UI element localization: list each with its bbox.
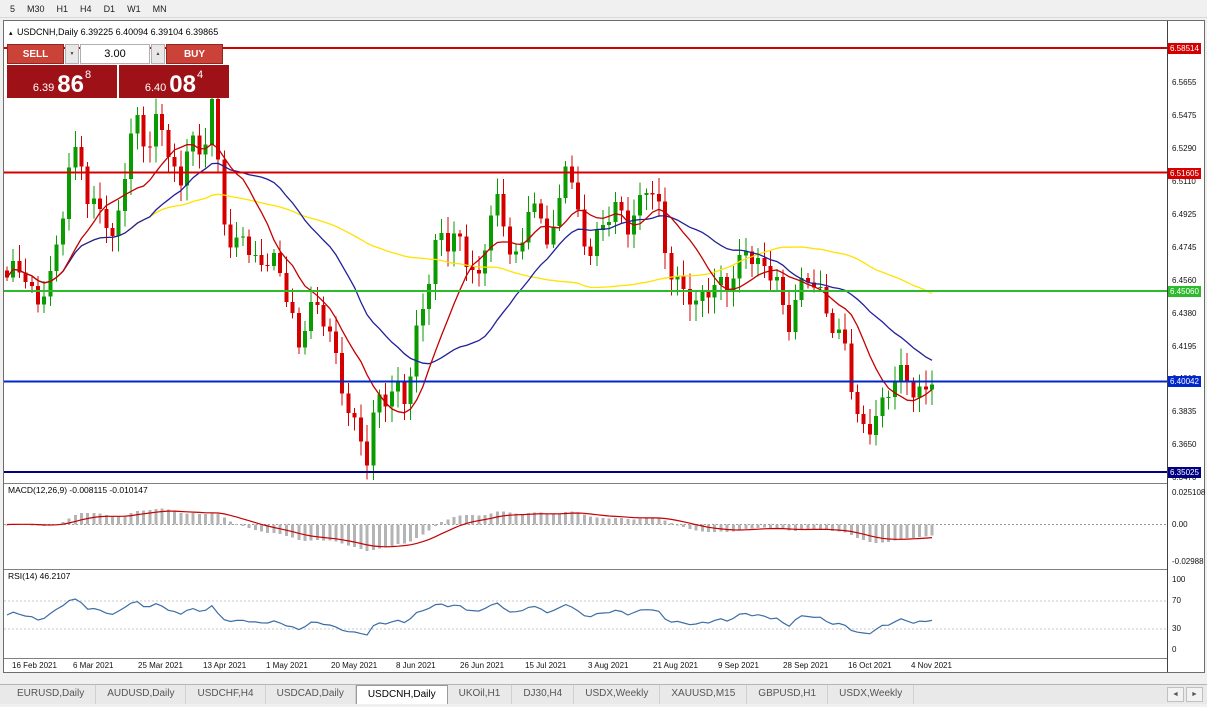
volume-decrease-button[interactable]: ▼ — [65, 44, 79, 64]
date-label: 25 Mar 2021 — [138, 661, 183, 670]
timeframe-button-w1[interactable]: W1 — [127, 3, 141, 14]
chart-tab-eurusd-daily[interactable]: EURUSD,Daily — [6, 685, 97, 704]
macd-tick-label: -0.02988 — [1172, 557, 1204, 566]
price-tick-label: 6.3650 — [1172, 440, 1197, 449]
chart-tab-usdcnh-daily[interactable]: USDCNH,Daily — [355, 685, 448, 704]
one-click-trading-panel: SELL ▼ ▲ BUY 6.39 86 8 6.40 08 4 — [7, 44, 229, 98]
sell-price-small: 6.39 — [32, 82, 55, 94]
price-line-badge: 6.58514 — [1168, 43, 1201, 54]
price-tick-label: 6.4560 — [1172, 276, 1197, 285]
chart-tab-usdchf-h4[interactable]: USDCHF,H4 — [186, 685, 266, 704]
price-tick-label: 6.4745 — [1172, 243, 1197, 252]
rsi-indicator-label: RSI(14) 46.2107 — [8, 571, 71, 581]
chart-tab-usdx-weekly[interactable]: USDX,Weekly — [828, 685, 915, 704]
timeframe-button-h1[interactable]: H1 — [56, 3, 69, 14]
timeframe-button-d1[interactable]: D1 — [103, 3, 116, 14]
rsi-tick-label: 30 — [1172, 624, 1181, 633]
macd-tick-label: 0.025108 — [1172, 488, 1206, 497]
chart-tab-usdcad-daily[interactable]: USDCAD,Daily — [265, 685, 356, 704]
price-tick-label: 6.4380 — [1172, 309, 1197, 318]
trade-controls-row: SELL ▼ ▲ BUY — [7, 44, 229, 64]
chart-tab-audusd-daily[interactable]: AUDUSD,Daily — [96, 685, 187, 704]
chart-tab-usdx-weekly[interactable]: USDX,Weekly — [574, 685, 661, 704]
rsi-tick-label: 70 — [1172, 596, 1181, 605]
timeframe-button-h4[interactable]: H4 — [80, 3, 92, 14]
macd-tick-label: 0.00 — [1172, 520, 1188, 529]
date-label: 16 Feb 2021 — [12, 661, 57, 670]
price-chart-canvas[interactable] — [4, 21, 1167, 483]
chart-tab-ukoil-h1[interactable]: UKOil,H1 — [447, 685, 513, 704]
macd-indicator-label: MACD(12,26,9) -0.008115 -0.010147 — [8, 485, 148, 495]
price-tick-label: 6.3835 — [1172, 407, 1197, 416]
chart-symbol-label: USDCNH,Daily — [17, 27, 79, 37]
sell-button[interactable]: SELL — [7, 44, 64, 64]
price-tick-label: 6.5655 — [1172, 78, 1197, 87]
chart-ohlc-header: ▴ USDCNH,Daily 6.39225 6.40094 6.39104 6… — [9, 27, 218, 37]
chart-tab-bar: EURUSD,Daily AUDUSD,Daily USDCHF,H4 USDCAD,… — [0, 684, 1207, 704]
volume-input[interactable] — [80, 44, 150, 64]
tabs-scroll-right-button[interactable]: ► — [1186, 687, 1203, 702]
date-label: 6 Mar 2021 — [73, 661, 114, 670]
date-label: 26 Jun 2021 — [460, 661, 505, 670]
chart-tab-dj30-h4[interactable]: DJ30,H4 — [512, 685, 575, 704]
date-label: 9 Sep 2021 — [718, 661, 759, 670]
date-label: 8 Jun 2021 — [396, 661, 436, 670]
price-line-badge: 6.45060 — [1168, 286, 1201, 297]
date-label: 1 May 2021 — [266, 661, 308, 670]
date-label: 15 Jul 2021 — [525, 661, 567, 670]
date-label: 4 Nov 2021 — [911, 661, 952, 670]
panel-separator[interactable] — [4, 483, 1204, 484]
date-label: 13 Apr 2021 — [203, 661, 247, 670]
rsi-tick-label: 0 — [1172, 645, 1177, 654]
chart-tab-xauusd-m15[interactable]: XAUUSD,M15 — [660, 685, 748, 704]
buy-price-display[interactable]: 6.40 08 4 — [119, 65, 229, 98]
timeframe-button-m5[interactable]: 5 — [10, 3, 16, 14]
macd-chart-canvas[interactable] — [4, 484, 1167, 569]
date-label: 16 Oct 2021 — [848, 661, 892, 670]
timeframe-button-mn[interactable]: MN — [152, 3, 167, 14]
chart-tab-gbpusd-h1[interactable]: GBPUSD,H1 — [747, 685, 829, 704]
sell-price-big: 86 — [57, 71, 84, 98]
buy-price-big: 08 — [169, 71, 196, 98]
chart-ohlc-values: 6.39225 6.40094 6.39104 6.39865 — [80, 27, 219, 37]
price-tick-label: 6.5290 — [1172, 144, 1197, 153]
price-tick-label: 6.5475 — [1172, 111, 1197, 120]
price-line-badge: 6.35025 — [1168, 467, 1201, 478]
price-line-badge: 6.51605 — [1168, 168, 1201, 179]
timeframe-toolbar: 5 M30 H1 H4 D1 W1 MN — [0, 0, 1207, 18]
tabs-scroll-left-button[interactable]: ◄ — [1167, 687, 1184, 702]
panel-separator[interactable] — [4, 569, 1204, 570]
trade-prices-row: 6.39 86 8 6.40 08 4 — [7, 65, 229, 98]
rsi-tick-label: 100 — [1172, 575, 1186, 584]
price-tick-label: 6.4195 — [1172, 342, 1197, 351]
sell-price-display[interactable]: 6.39 86 8 — [7, 65, 117, 98]
timeframe-button-m30[interactable]: M30 — [27, 3, 45, 14]
chart-window-usdcnh: ▴ USDCNH,Daily 6.39225 6.40094 6.39104 6… — [3, 20, 1205, 673]
date-label: 3 Aug 2021 — [588, 661, 629, 670]
tab-scroll-controls: ◄ ► — [1167, 685, 1207, 704]
price-axis: 6.5655 6.5475 6.5290 6.5110 6.4925 6.4745 6.45… — [1167, 21, 1206, 672]
time-axis: 16 Feb 2021 6 Mar 2021 25 Mar 2021 13 Apr 2… — [4, 659, 1167, 672]
date-label: 21 Aug 2021 — [653, 661, 698, 670]
price-tick-label: 6.5110 — [1172, 177, 1196, 186]
buy-price-small: 6.40 — [144, 82, 167, 94]
buy-price-sup: 4 — [197, 69, 204, 81]
volume-increase-button[interactable]: ▲ — [151, 44, 165, 64]
symbol-marker-icon: ▴ — [9, 30, 13, 37]
panel-separator — [4, 658, 1204, 659]
date-label: 28 Sep 2021 — [783, 661, 829, 670]
buy-button[interactable]: BUY — [166, 44, 223, 64]
price-line-badge: 6.40042 — [1168, 376, 1201, 387]
chart-tabs: EURUSD,Daily AUDUSD,Daily USDCHF,H4 USDCAD,… — [6, 685, 915, 704]
date-label: 20 May 2021 — [331, 661, 378, 670]
sell-price-sup: 8 — [85, 69, 92, 81]
rsi-chart-canvas[interactable] — [4, 570, 1167, 658]
price-tick-label: 6.4925 — [1172, 210, 1197, 219]
